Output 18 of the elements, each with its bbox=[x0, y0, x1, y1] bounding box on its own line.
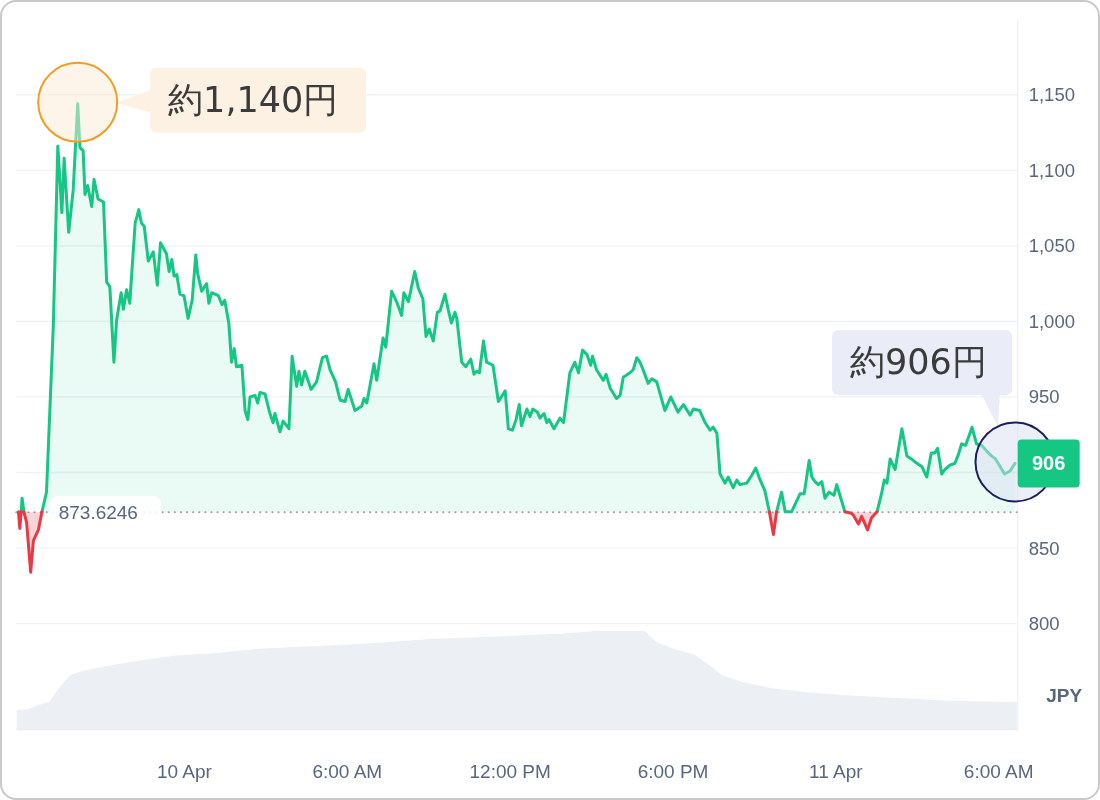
y-axis-title: JPY bbox=[1046, 684, 1083, 706]
y-tick-label: 850 bbox=[1028, 537, 1060, 559]
x-tick-label: 11 Apr bbox=[809, 760, 864, 782]
annotation: 約906円 bbox=[849, 342, 987, 383]
y-tick-label: 1,000 bbox=[1028, 310, 1075, 332]
y-tick-label: 1,150 bbox=[1028, 84, 1075, 106]
text: 906 bbox=[1032, 452, 1066, 475]
x-tick-label: 10 Apr bbox=[157, 760, 213, 782]
x-tick-label: 6:00 AM bbox=[312, 760, 383, 782]
y-tick-label: 800 bbox=[1028, 613, 1060, 635]
x-tick-label: 12:00 PM bbox=[469, 760, 551, 782]
y-tick-label: 1,050 bbox=[1028, 235, 1075, 257]
y-tick-label: 950 bbox=[1028, 386, 1060, 408]
x-tick-label: 6:00 PM bbox=[637, 760, 709, 782]
y-tick-label: 1,100 bbox=[1028, 159, 1075, 181]
ref-line-label: 873.6246 bbox=[58, 501, 138, 523]
x-tick-label: 6:00 AM bbox=[963, 760, 1034, 782]
annotation: 約1,140円 bbox=[168, 80, 339, 121]
